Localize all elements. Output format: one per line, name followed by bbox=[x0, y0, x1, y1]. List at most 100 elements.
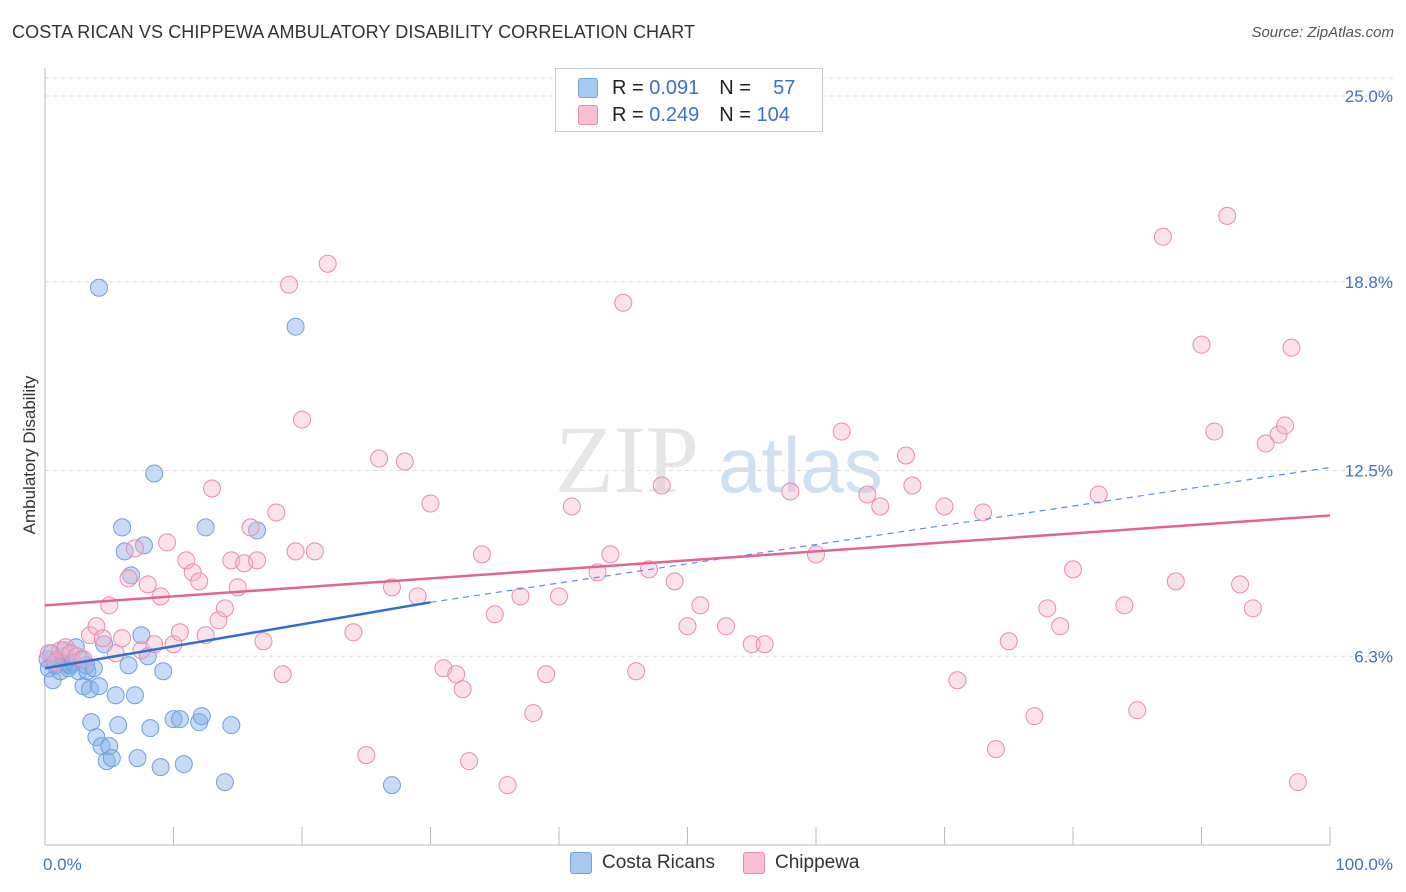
x-tick-label: 0.0% bbox=[43, 855, 82, 874]
legend-swatch-blue bbox=[578, 78, 598, 98]
point-chippewa bbox=[1192, 335, 1211, 354]
point-chippewa bbox=[1089, 485, 1108, 504]
chart-title: COSTA RICAN VS CHIPPEWA AMBULATORY DISAB… bbox=[12, 22, 696, 42]
point-chippewa bbox=[691, 596, 710, 615]
point-chippewa bbox=[485, 605, 504, 624]
point-costa-ricans bbox=[145, 464, 164, 483]
point-costa-ricans bbox=[106, 686, 125, 705]
point-costa-ricans bbox=[102, 749, 121, 768]
legend-n-value: 104 bbox=[756, 103, 790, 126]
point-chippewa bbox=[1276, 416, 1295, 435]
point-chippewa bbox=[170, 623, 189, 642]
point-costa-ricans bbox=[97, 752, 116, 771]
point-chippewa bbox=[1288, 773, 1307, 792]
point-chippewa bbox=[562, 497, 581, 516]
point-chippewa bbox=[537, 665, 556, 684]
point-chippewa bbox=[74, 650, 93, 669]
point-chippewa bbox=[1051, 617, 1070, 636]
point-chippewa bbox=[498, 776, 517, 795]
point-costa-ricans bbox=[170, 710, 189, 729]
point-chippewa bbox=[1243, 599, 1262, 618]
point-chippewa bbox=[293, 410, 311, 429]
point-chippewa bbox=[948, 671, 967, 690]
trend-lines bbox=[44, 466, 1331, 670]
point-costa-ricans bbox=[196, 518, 215, 537]
axes bbox=[44, 68, 1331, 846]
point-chippewa bbox=[1064, 560, 1082, 579]
point-costa-ricans bbox=[89, 677, 108, 696]
trend-line-chippewa bbox=[44, 514, 1331, 607]
point-chippewa bbox=[896, 446, 915, 465]
point-chippewa bbox=[305, 542, 324, 561]
point-costa-ricans bbox=[122, 566, 141, 585]
point-chippewa bbox=[524, 704, 543, 723]
x-tick-label: 100.0% bbox=[1335, 855, 1393, 874]
y-tick-label: 12.5% bbox=[1345, 462, 1393, 481]
point-chippewa bbox=[974, 503, 993, 522]
point-chippewa bbox=[678, 617, 697, 636]
point-chippewa bbox=[113, 629, 132, 648]
watermark-zip: ZIP bbox=[555, 406, 699, 513]
point-chippewa bbox=[1153, 227, 1172, 246]
point-costa-ricans bbox=[125, 686, 144, 705]
point-chippewa bbox=[158, 533, 177, 552]
point-chippewa bbox=[125, 539, 144, 558]
point-costa-ricans bbox=[109, 716, 128, 735]
legend-label-chippewa: Chippewa bbox=[775, 852, 860, 873]
point-chippewa bbox=[39, 644, 58, 663]
y-tick-label: 18.8% bbox=[1345, 273, 1393, 292]
y-tick-label: 25.0% bbox=[1345, 87, 1393, 106]
point-costa-ricans bbox=[100, 737, 119, 756]
tick-labels: 6.3% 12.5% 18.8% 25.0% 0.0% 100.0% bbox=[43, 87, 1393, 874]
point-chippewa bbox=[935, 497, 954, 516]
point-chippewa bbox=[1269, 425, 1288, 444]
point-costa-ricans bbox=[286, 317, 305, 336]
point-chippewa bbox=[267, 503, 286, 522]
point-costa-ricans bbox=[115, 542, 134, 561]
legend-swatch-pink bbox=[578, 105, 598, 125]
point-chippewa bbox=[190, 572, 209, 591]
point-chippewa bbox=[903, 476, 922, 495]
legend-r-label: R = bbox=[612, 76, 644, 99]
point-costa-ricans bbox=[151, 758, 170, 777]
source-credit: Source: ZipAtlas.com bbox=[1251, 24, 1394, 41]
y-tick-label: 6.3% bbox=[1354, 647, 1393, 666]
point-chippewa bbox=[1166, 572, 1185, 591]
point-chippewa bbox=[318, 254, 337, 273]
point-chippewa bbox=[280, 275, 299, 294]
point-costa-ricans bbox=[192, 707, 211, 726]
legend-item-chippewa: Chippewa bbox=[743, 852, 860, 874]
legend-r-label: R = bbox=[612, 103, 644, 126]
legend-n-label: N = bbox=[719, 76, 751, 99]
point-chippewa bbox=[627, 662, 646, 681]
stats-legend: R = 0.091 N = 57 R = 0.249 N = 104 bbox=[555, 68, 823, 132]
point-chippewa bbox=[51, 641, 70, 660]
point-costa-ricans bbox=[113, 518, 132, 537]
trend-line-costa-ricans-extension bbox=[430, 466, 1331, 603]
point-chippewa bbox=[370, 449, 389, 468]
legend-label-costa-ricans: Costa Ricans bbox=[602, 852, 715, 873]
point-costa-ricans bbox=[215, 773, 234, 792]
point-costa-ricans bbox=[43, 671, 62, 690]
legend-r-value: 0.249 bbox=[649, 103, 700, 126]
point-chippewa bbox=[286, 542, 305, 561]
point-costa-ricans bbox=[132, 626, 151, 645]
point-chippewa bbox=[614, 293, 633, 312]
legend-row-chippewa: R = 0.249 N = 104 bbox=[578, 104, 790, 126]
point-chippewa bbox=[106, 644, 125, 663]
point-chippewa bbox=[344, 623, 363, 642]
point-chippewa bbox=[248, 551, 267, 570]
point-costa-ricans bbox=[89, 278, 108, 297]
point-chippewa bbox=[755, 635, 774, 654]
trend-line-costa-ricans bbox=[44, 601, 431, 670]
watermark-atlas: atlas bbox=[718, 421, 883, 509]
point-chippewa bbox=[1038, 599, 1057, 618]
series-legend: Costa Ricans Chippewa bbox=[570, 852, 888, 874]
point-chippewa bbox=[1205, 422, 1224, 441]
point-chippewa bbox=[601, 545, 620, 564]
point-chippewa bbox=[511, 587, 530, 606]
point-chippewa bbox=[742, 635, 761, 654]
point-chippewa bbox=[241, 518, 260, 537]
legend-r-value: 0.091 bbox=[649, 76, 700, 99]
